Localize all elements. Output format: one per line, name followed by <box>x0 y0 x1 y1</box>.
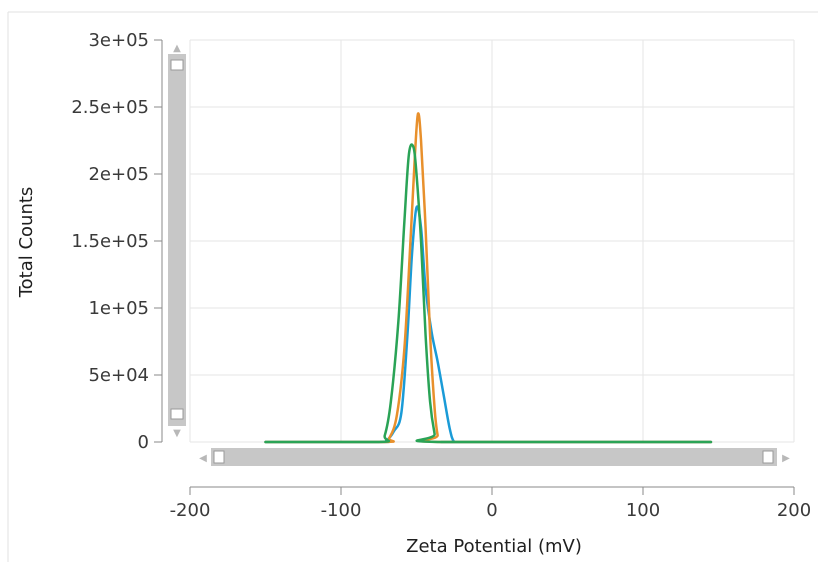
horizontal-scrollbar-left-handle[interactable] <box>213 450 225 464</box>
y-tick-label: 1e+05 <box>88 298 149 319</box>
x-tick-label: 200 <box>777 500 811 521</box>
vertical-scrollbar-top-handle[interactable] <box>170 59 184 71</box>
vertical-scrollbar-bottom-handle[interactable] <box>170 408 184 420</box>
x-axis-title: Zeta Potential (mV) <box>406 536 582 557</box>
horizontal-scrollbar[interactable]: ◀ ▶ <box>199 448 790 466</box>
y-tick-label: 2e+05 <box>88 164 149 185</box>
y-axis-title: Total Counts <box>16 187 37 299</box>
axes: 0 5e+04 1e+05 1.5e+05 2e+05 2.5e+05 3e+05 -200 -… <box>71 30 811 521</box>
data-series-group <box>264 112 713 444</box>
series-line-3 <box>264 143 713 444</box>
y-tick-label: 0 <box>138 432 149 453</box>
scroll-right-arrow-icon[interactable]: ▶ <box>782 453 790 464</box>
y-tick-label: 3e+05 <box>88 30 149 51</box>
x-tick-label: -200 <box>170 500 211 521</box>
y-tick-label: 2.5e+05 <box>71 97 149 118</box>
y-tick-label: 5e+04 <box>88 365 149 386</box>
horizontal-scrollbar-track[interactable] <box>211 448 777 466</box>
x-tick-label: 0 <box>486 500 497 521</box>
x-tick-label: 100 <box>626 500 660 521</box>
y-tick-label: 1.5e+05 <box>71 231 149 252</box>
vertical-scrollbar-track[interactable] <box>168 54 186 426</box>
scroll-down-arrow-icon[interactable]: ▼ <box>173 428 181 439</box>
series-line-2 <box>264 112 713 444</box>
scroll-up-arrow-icon[interactable]: ▲ <box>173 43 181 54</box>
x-tick-label: -100 <box>321 500 362 521</box>
scroll-left-arrow-icon[interactable]: ◀ <box>199 453 207 464</box>
horizontal-scrollbar-right-handle[interactable] <box>762 450 774 464</box>
vertical-scrollbar[interactable]: ▲ ▼ <box>168 43 186 439</box>
